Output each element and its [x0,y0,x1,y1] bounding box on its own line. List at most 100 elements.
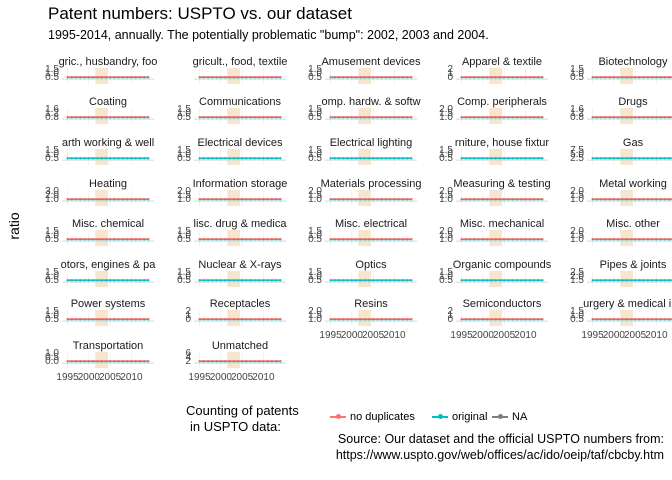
data-point-original [280,77,282,79]
data-point-original [135,361,137,363]
data-point-original [516,280,518,282]
data-point-original [508,199,510,201]
data-point-original [600,199,602,201]
data-point-original [105,199,107,201]
data-point-original [92,319,94,321]
data-point-original [143,361,145,363]
panel-surgery-medical-instr: urgery & medical ins1.51.00.5 [570,298,672,326]
data-point-original [355,199,357,201]
data-point-original [258,280,260,282]
data-point-original [542,77,544,79]
data-point-original [364,199,366,201]
data-point-original [660,319,662,321]
data-point-original [639,117,641,119]
data-point-original [254,319,256,321]
data-point-original [143,117,145,119]
data-point-original [411,158,413,160]
data-point-original [229,280,231,282]
data-point-original [131,280,133,282]
data-point-original [347,117,349,119]
data-point-original [402,117,404,119]
data-point-original [101,361,103,363]
data-point-original [402,199,404,201]
data-point-original [241,319,243,321]
data-point-original [461,77,463,79]
data-point-original [495,117,497,119]
data-point-original [216,239,218,241]
data-point-original [71,319,73,321]
data-point-original [131,158,133,160]
data-point-original [211,199,213,201]
data-point-original [529,280,531,282]
data-point-original [280,239,282,241]
data-point-original [372,319,374,321]
data-point-original [617,239,619,241]
data-point-original [220,117,222,119]
data-point-original [372,77,374,79]
data-point-original [207,199,209,201]
data-point-original [368,319,370,321]
data-point-original [139,280,141,282]
data-point-original [143,319,145,321]
data-point-original [394,199,396,201]
data-point-original [148,280,150,282]
data-point-original [385,117,387,119]
data-point-original [92,117,94,119]
data-point-original [101,77,103,79]
data-point-original [101,158,103,160]
data-point-original [237,319,239,321]
data-point-original [643,117,645,119]
data-point-original [233,158,235,160]
data-point-original [525,280,527,282]
data-point-original [347,280,349,282]
data-point-original [338,199,340,201]
data-point-original [330,117,332,119]
y-tick-label: 0.5 [45,314,59,325]
data-point-original [254,199,256,201]
panel-optics: Optics1.51.00.5 [308,259,417,287]
panel-title: Optics [355,259,387,271]
data-point-original [67,280,69,282]
data-point-original [613,199,615,201]
data-point-original [381,239,383,241]
data-point-original [385,319,387,321]
data-point-original [542,158,544,160]
data-point-original [542,199,544,201]
data-point-original [224,77,226,79]
data-point-original [211,77,213,79]
data-point-original [267,199,269,201]
data-point-original [533,158,535,160]
data-point-original [406,117,408,119]
data-point-original [596,280,598,282]
data-point-original [79,280,81,282]
data-point-original [135,199,137,201]
data-point-original [634,280,636,282]
data-point-original [520,77,522,79]
data-point-original [600,319,602,321]
data-point-original [334,158,336,160]
data-point-original [199,158,201,160]
data-point-original [664,158,666,160]
data-point-original [88,280,90,282]
data-point-original [143,199,145,201]
panel-title: Metal working [599,178,667,190]
data-point-original [135,117,137,119]
x-tick-label: 2005 [362,330,385,341]
panel-comp-hardw-software: omp. hardw. & softw1.51.00.5 [308,96,420,124]
data-point-original [224,361,226,363]
data-point-original [651,239,653,241]
data-point-original [203,158,205,160]
data-point-original [347,239,349,241]
data-point-original [639,280,641,282]
data-point-original [626,239,628,241]
data-point-original [377,280,379,282]
data-point-original [596,117,598,119]
data-point-original [342,199,344,201]
data-point-original [486,199,488,201]
data-point-original [224,158,226,160]
data-point-original [491,199,493,201]
data-point-original [135,319,137,321]
data-point-original [330,77,332,79]
data-point-original [122,239,124,241]
data-point-original [92,239,94,241]
